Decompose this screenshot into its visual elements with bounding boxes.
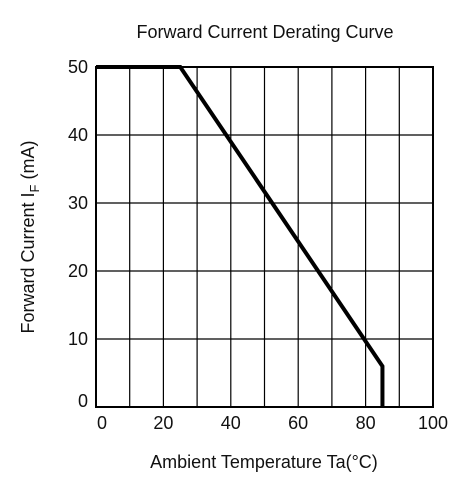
x-axis-label: Ambient Temperature Ta(°C) — [150, 452, 378, 472]
y-tick-label: 50 — [68, 57, 88, 77]
y-axis-label: Forward Current IF (mA) — [18, 141, 42, 334]
x-tick-label: 40 — [221, 413, 241, 433]
grid-lines — [96, 67, 433, 407]
derating-curve-line — [96, 65, 385, 407]
y-tick-label: 20 — [68, 261, 88, 281]
y-tick-label: 30 — [68, 193, 88, 213]
x-tick-label: 60 — [288, 413, 308, 433]
x-tick-label: 20 — [153, 413, 173, 433]
y-axis-label-main: Forward Current I — [18, 192, 38, 333]
y-axis-label-unit: (mA) — [18, 141, 38, 185]
x-tick-label: 0 — [97, 413, 107, 433]
x-tick-label: 100 — [418, 413, 448, 433]
x-tick-label: 80 — [356, 413, 376, 433]
series-layer — [96, 65, 385, 407]
y-tick-labels: 0 10 20 30 40 50 — [68, 57, 88, 411]
x-tick-labels: 0 20 40 60 80 100 — [97, 413, 448, 433]
chart-title: Forward Current Derating Curve — [136, 22, 393, 42]
y-tick-label: 40 — [68, 125, 88, 145]
y-tick-label: 0 — [78, 391, 88, 411]
y-axis-label-subscript: F — [27, 184, 42, 192]
plot-frame — [95, 66, 434, 408]
y-tick-label: 10 — [68, 329, 88, 349]
